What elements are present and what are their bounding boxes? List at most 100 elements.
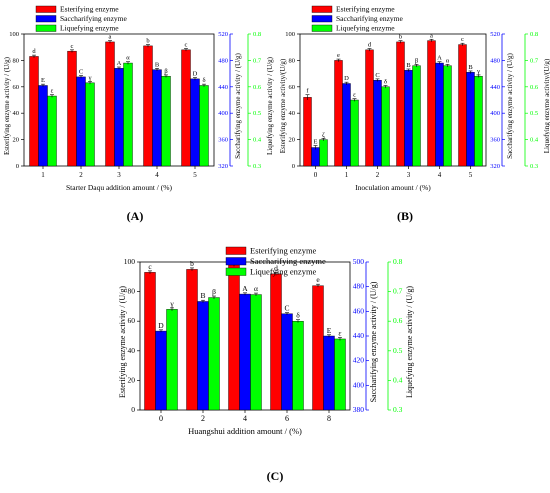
bar-saccharifying [435, 62, 444, 167]
significance-letter: E [327, 326, 332, 335]
right-tick-label: 0.5 [393, 346, 403, 355]
significance-letter: d [368, 42, 372, 49]
y-axis-title-left: Esterifying enzyme activity / (U/g) [3, 56, 11, 155]
bar-saccharifying [155, 330, 167, 411]
legend-label: Esterifying enzyme [336, 5, 395, 14]
right-tick-label: 0.3 [530, 163, 538, 170]
right-tick-label: 0.6 [393, 316, 403, 325]
bar-liquefying [199, 85, 209, 167]
right-tick-label: 0.3 [393, 405, 403, 414]
left-tick-label: 20 [13, 137, 20, 144]
x-tick-label: 8 [327, 414, 331, 423]
bar-saccharifying [239, 293, 251, 411]
bar-esterifying [181, 49, 191, 167]
x-tick-label: 2 [201, 414, 205, 423]
right-tick-label: 0.4 [530, 137, 539, 144]
bar-esterifying [396, 41, 405, 167]
mid-tick-label: 480 [490, 57, 500, 64]
significance-letter: ε [338, 328, 341, 337]
significance-letter: C [79, 69, 83, 76]
legend-label: Liquefying enzyme [336, 24, 395, 33]
mid-tick-label: 320 [490, 163, 500, 170]
left-tick-label: 80 [13, 57, 20, 64]
bar-esterifying [67, 50, 77, 167]
bar-saccharifying [342, 83, 351, 167]
significance-letter: β [212, 287, 216, 296]
left-tick-label: 60 [289, 84, 296, 91]
significance-letter: a [430, 32, 433, 39]
y-axis-title-left: Esterifying enzyme activity / (U/g) [118, 286, 127, 398]
x-tick-label: 2 [79, 171, 83, 179]
significance-letter: a [109, 34, 112, 41]
mid-tick-label: 520 [490, 31, 500, 38]
significance-letter: C [284, 304, 289, 313]
left-tick-label: 80 [128, 287, 136, 296]
y-axis-title-mid: Saccharifying enzyme activity / (U/g) [234, 52, 242, 158]
y-axis-title-right: Liquefying enzyme activity / (U/g) [405, 286, 414, 398]
left-tick-label: 20 [128, 375, 136, 384]
significance-letter: B [406, 62, 411, 69]
right-tick-label: 0.4 [393, 375, 403, 384]
legend-swatch-liquefying [311, 24, 333, 32]
bar-saccharifying [373, 79, 382, 167]
bar-saccharifying [38, 85, 48, 167]
x-axis-title: Huangshui addition amount / (%) [188, 426, 302, 436]
right-tick-label: 0.6 [253, 84, 262, 91]
bar-saccharifying [466, 72, 475, 167]
x-tick-label: 3 [407, 171, 411, 179]
right-tick-label: 0.8 [530, 31, 538, 38]
bar-liquefying [381, 86, 390, 167]
plot-frame [299, 33, 487, 167]
right-tick-label: 0.5 [530, 110, 538, 117]
significance-letter: b [190, 259, 194, 268]
right-tick-label: 0.4 [253, 137, 262, 144]
bar-liquefying [85, 82, 95, 167]
left-tick-label: 0 [131, 405, 135, 414]
significance-letter: c [185, 42, 188, 49]
legend-swatch-liquefying [225, 267, 247, 276]
significance-letter: γ [88, 75, 92, 82]
significance-letter: δ [384, 78, 387, 85]
right-tick-label: 0.7 [530, 57, 539, 64]
significance-letter: c [461, 36, 464, 43]
significance-letter: B [155, 61, 160, 68]
mid-tick-label: 520 [218, 31, 228, 38]
bar-saccharifying [404, 70, 413, 167]
bar-esterifying [303, 97, 312, 167]
bar-liquefying [208, 297, 220, 411]
panel-c: 0204060801003804004204404604805000.30.40… [118, 246, 414, 437]
bar-liquefying [166, 309, 178, 411]
mid-tick-label: 360 [490, 137, 500, 144]
panel-label-a: (A) [127, 209, 144, 223]
bar-saccharifying [323, 335, 335, 411]
legend-swatch-liquefying [35, 24, 57, 32]
legend-label: Esterifying enzyme [250, 246, 317, 256]
bar-liquefying [250, 294, 262, 411]
bar-esterifying [312, 285, 324, 411]
significance-letter: β [164, 68, 168, 75]
significance-letter: β [415, 57, 419, 64]
left-tick-label: 80 [289, 57, 296, 64]
mid-tick-label: 480 [218, 57, 228, 64]
right-tick-label: 0.7 [393, 287, 403, 296]
significance-letter: B [200, 291, 205, 300]
left-tick-label: 40 [128, 346, 136, 355]
y-axis-title-mid: Saccharifying enzyme activity / (U/g) [369, 281, 378, 402]
significance-letter: B [468, 64, 473, 71]
panel-label-c: (C) [267, 469, 284, 483]
legend-label: Saccharifying enzyme [336, 14, 404, 23]
x-tick-label: 4 [243, 414, 247, 423]
significance-letter: d [274, 263, 278, 272]
bar-liquefying [47, 95, 57, 167]
panel-a: 0 20 40 60 80 100 320 360 400 440 480 520 0.3 0.4 0.5 0… [3, 5, 274, 193]
panel-b: 0204060801003203604004404805200.30.40.50… [279, 5, 550, 193]
bar-esterifying [270, 273, 282, 411]
bar-liquefying [350, 99, 359, 167]
left-tick-label: 20 [289, 137, 296, 144]
bar-saccharifying [76, 76, 86, 167]
significance-letter: b [399, 34, 402, 41]
significance-letter: δ [296, 311, 300, 320]
legend-label: Liquefying enzyme [60, 24, 119, 33]
left-tick-label: 60 [128, 316, 136, 325]
